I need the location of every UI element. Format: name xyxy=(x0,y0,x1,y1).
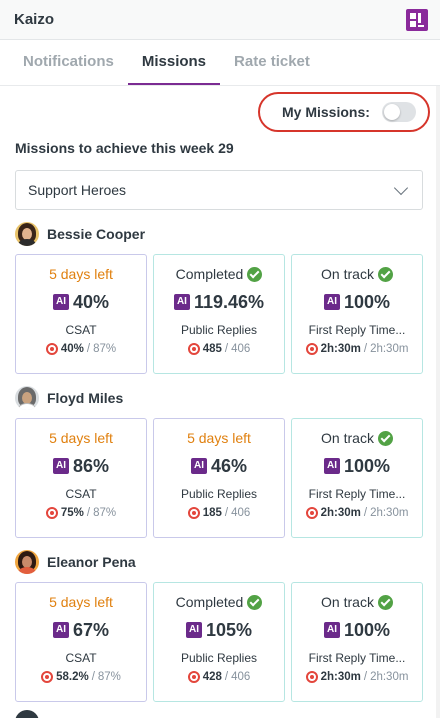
progress-readout: 428 / 406 xyxy=(154,671,284,683)
progress-readout: 485 / 406 xyxy=(154,343,284,355)
agent-name: Bessie Cooper xyxy=(47,226,146,242)
mission-card[interactable]: On track AI 100% First Reply Time... 2h:3… xyxy=(291,254,423,374)
ai-badge: AI xyxy=(173,294,190,310)
chevron-down-icon xyxy=(393,180,409,195)
app-title: Kaizo xyxy=(14,11,55,28)
target-icon xyxy=(41,671,54,683)
avatar xyxy=(15,222,39,246)
agent-name: Eleanor Pena xyxy=(47,554,136,570)
avatar xyxy=(15,386,39,410)
tab-bar: Notifications Missions Rate ticket xyxy=(0,40,440,86)
ai-badge: AI xyxy=(52,622,69,638)
target-icon xyxy=(45,343,58,355)
mission-percentage: 105% xyxy=(205,619,253,640)
ai-badge: AI xyxy=(323,622,340,638)
progress-readout: 185 / 406 xyxy=(154,507,284,519)
tab-notifications[interactable]: Notifications xyxy=(23,53,114,70)
mission-card[interactable]: 5 days left AI 86% CSAT 75% / 87% xyxy=(15,418,147,538)
target-icon xyxy=(45,507,58,519)
tab-rate-ticket[interactable]: Rate ticket xyxy=(234,53,310,70)
mission-percentage: 40% xyxy=(72,291,110,312)
target-icon xyxy=(187,671,200,683)
target-icon xyxy=(305,507,318,519)
progress-readout: 58.2% / 87% xyxy=(16,671,146,683)
mission-card[interactable]: 5 days left AI 67% CSAT 58.2% / 87% xyxy=(15,582,147,702)
missions-panel: My Missions: Missions to achieve this we… xyxy=(0,86,436,718)
metric-name: First Reply Time... xyxy=(308,323,406,337)
metric-name: First Reply Time... xyxy=(308,487,406,501)
metric-name: CSAT xyxy=(65,651,97,665)
team-select[interactable]: Support Heroes xyxy=(15,170,423,210)
mission-percentage: 100% xyxy=(343,619,391,640)
scrollbar[interactable] xyxy=(436,86,440,718)
tab-missions[interactable]: Missions xyxy=(127,40,221,85)
mission-card[interactable]: Completed AI 119.46% Public Replies 485 /… xyxy=(153,254,285,374)
avatar xyxy=(15,710,39,718)
metric-name: CSAT xyxy=(65,487,97,501)
agent-section: Floyd Miles 5 days left AI 86% CSAT 75% /… xyxy=(15,386,425,538)
mission-percentage: 46% xyxy=(210,455,248,476)
progress-readout: 2h:30m / 2h:30m xyxy=(292,343,422,355)
agent-section: Eleanor Pena 5 days left AI 67% CSAT 58.2… xyxy=(15,550,425,702)
status-label: 5 days left xyxy=(49,594,113,610)
my-missions-toggle[interactable] xyxy=(382,102,416,122)
ai-badge: AI xyxy=(323,294,340,310)
mission-percentage: 86% xyxy=(72,455,110,476)
check-circle-icon xyxy=(247,266,263,282)
status-label: Completed xyxy=(154,265,284,283)
my-missions-label: My Missions: xyxy=(282,104,370,120)
metric-name: Public Replies xyxy=(180,487,258,501)
ai-badge: AI xyxy=(190,458,207,474)
target-icon xyxy=(187,343,200,355)
section-title: Missions to achieve this week 29 xyxy=(15,140,234,156)
metric-name: First Reply Time... xyxy=(308,651,406,665)
metric-name: CSAT xyxy=(65,323,97,337)
metric-name: Public Replies xyxy=(180,651,258,665)
team-select-value: Support Heroes xyxy=(28,182,127,198)
check-circle-icon xyxy=(377,430,393,446)
progress-readout: 2h:30m / 2h:30m xyxy=(292,507,422,519)
avatar xyxy=(15,550,39,574)
mission-card[interactable]: 5 days left AI 40% CSAT 40% / 87% xyxy=(15,254,147,374)
agent-name: Floyd Miles xyxy=(47,390,124,406)
mission-percentage: 67% xyxy=(72,619,110,640)
status-label: On track xyxy=(292,593,422,611)
check-circle-icon xyxy=(377,266,393,282)
agent-section: Bessie Cooper 5 days left AI 40% CSAT 40%… xyxy=(15,222,425,374)
progress-readout: 40% / 87% xyxy=(16,343,146,355)
target-icon xyxy=(187,507,200,519)
metric-name: Public Replies xyxy=(180,323,258,337)
ai-badge: AI xyxy=(185,622,202,638)
status-label: On track xyxy=(292,265,422,283)
progress-readout: 2h:30m / 2h:30m xyxy=(292,671,422,683)
ai-badge: AI xyxy=(52,458,69,474)
check-circle-icon xyxy=(377,594,393,610)
mission-card[interactable]: 5 days left AI 46% Public Replies 185 / 4… xyxy=(153,418,285,538)
mission-card[interactable]: On track AI 100% First Reply Time... 2h:3… xyxy=(291,582,423,702)
status-label: On track xyxy=(292,429,422,447)
title-bar: Kaizo xyxy=(0,0,440,40)
mission-card[interactable]: On track AI 100% First Reply Time... 2h:3… xyxy=(291,418,423,538)
status-label: 5 days left xyxy=(49,266,113,282)
target-icon xyxy=(305,671,318,683)
mission-card[interactable]: Completed AI 105% Public Replies 428 / 40… xyxy=(153,582,285,702)
kaizo-logo-icon[interactable] xyxy=(406,8,428,31)
mission-percentage: 100% xyxy=(343,455,391,476)
status-label: 5 days left xyxy=(49,430,113,446)
ai-badge: AI xyxy=(323,458,340,474)
ai-badge: AI xyxy=(52,294,69,310)
my-missions-toggle-row: My Missions: xyxy=(258,92,430,132)
status-label: Completed xyxy=(154,593,284,611)
mission-percentage: 119.46% xyxy=(193,291,265,312)
status-label: 5 days left xyxy=(187,430,251,446)
toggle-knob xyxy=(384,104,400,120)
target-icon xyxy=(305,343,318,355)
mission-percentage: 100% xyxy=(343,291,391,312)
check-circle-icon xyxy=(247,594,263,610)
progress-readout: 75% / 87% xyxy=(16,507,146,519)
